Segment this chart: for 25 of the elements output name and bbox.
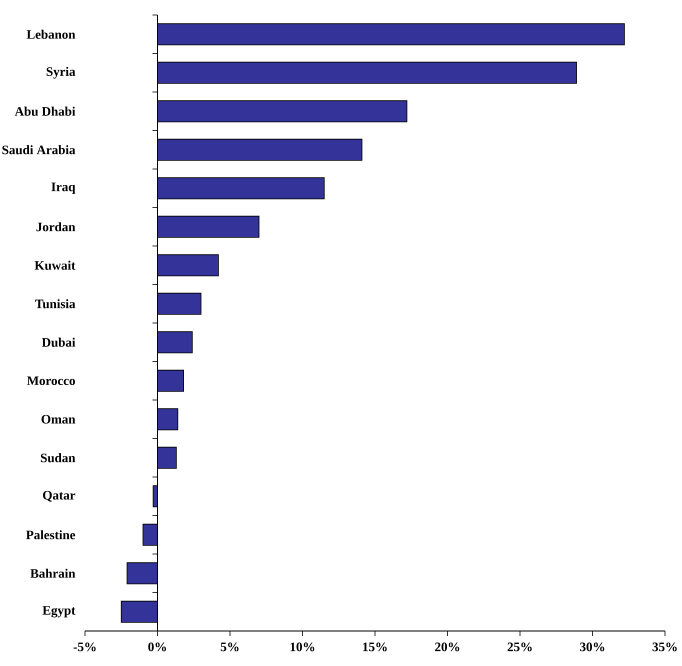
y-tick-label: Oman <box>42 414 76 424</box>
x-tick-label: 0% <box>148 642 166 652</box>
x-tick-label: 35% <box>652 642 677 652</box>
x-tick-label: 30% <box>580 642 604 652</box>
y-tick-label: Iraq <box>51 182 76 194</box>
x-tick-label: 10% <box>290 642 314 652</box>
y-tick-label: Bahrain <box>30 568 76 578</box>
y-tick-label: Palestine <box>26 530 76 540</box>
y-tick-label: Qatar <box>43 490 76 502</box>
x-tick-label: -5% <box>74 642 96 652</box>
y-tick-label: Sudan <box>40 453 76 462</box>
y-tick-label: Egypt <box>42 606 76 618</box>
y-tick-label: Abu Dhabi <box>14 106 76 116</box>
x-tick-label: 15% <box>363 642 387 652</box>
y-tick-label: Syria <box>46 66 76 79</box>
x-tick-label: 25% <box>508 642 532 652</box>
y-tick-label: Morocco <box>27 376 75 386</box>
y-tick-label: Tunisia <box>35 299 76 308</box>
x-tick-label: 20% <box>435 642 460 652</box>
y-tick-label: Dubai <box>42 338 76 347</box>
x-tick-label: 5% <box>220 642 238 652</box>
y-tick-label: Kuwait <box>34 260 76 270</box>
y-tick-label: Jordan <box>36 222 76 232</box>
y-tick-label: Saudi Arabia <box>2 145 76 154</box>
y-tick-label: Lebanon <box>26 30 76 39</box>
